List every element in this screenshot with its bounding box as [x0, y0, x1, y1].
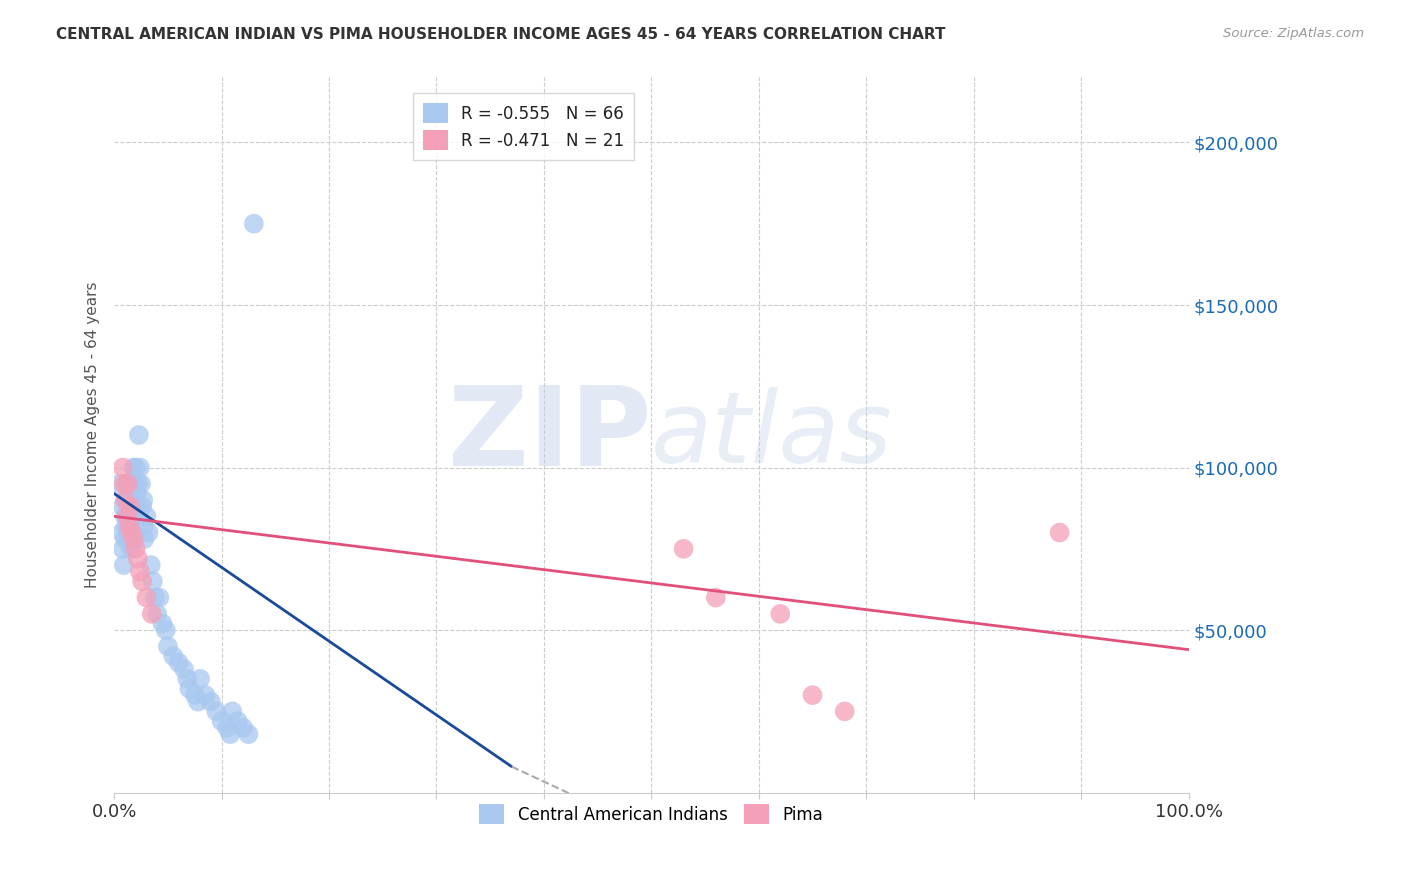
Point	[129, 476, 152, 491]
Point	[156, 640, 179, 654]
Point	[117, 500, 139, 514]
Point	[834, 705, 856, 719]
Point	[672, 541, 695, 556]
Point	[122, 509, 145, 524]
Point	[112, 476, 135, 491]
Point	[132, 493, 155, 508]
Point	[200, 695, 222, 709]
Point	[226, 714, 249, 728]
Text: atlas: atlas	[651, 386, 893, 483]
Point	[120, 500, 142, 514]
Y-axis label: Householder Income Ages 45 - 64 years: Householder Income Ages 45 - 64 years	[86, 282, 100, 589]
Point	[118, 486, 141, 500]
Point	[769, 607, 792, 621]
Point	[146, 607, 169, 621]
Text: Source: ZipAtlas.com: Source: ZipAtlas.com	[1223, 27, 1364, 40]
Point	[120, 541, 142, 556]
Point	[143, 591, 166, 605]
Point	[115, 509, 138, 524]
Point	[215, 721, 238, 735]
Point	[704, 591, 727, 605]
Point	[111, 460, 134, 475]
Point	[1049, 525, 1071, 540]
Point	[120, 500, 142, 514]
Point	[122, 532, 145, 546]
Point	[148, 591, 170, 605]
Point	[117, 525, 139, 540]
Point	[118, 532, 141, 546]
Point	[122, 460, 145, 475]
Point	[124, 500, 146, 514]
Point	[232, 721, 254, 735]
Point	[120, 506, 142, 520]
Point	[111, 525, 134, 540]
Point	[221, 705, 243, 719]
Point	[129, 565, 152, 579]
Point	[127, 476, 149, 491]
Point	[138, 525, 160, 540]
Point	[129, 460, 152, 475]
Point	[142, 574, 165, 589]
Point	[127, 551, 149, 566]
Point	[115, 493, 138, 508]
Point	[114, 532, 136, 546]
Point	[131, 574, 153, 589]
Point	[117, 476, 139, 491]
Point	[131, 500, 153, 514]
Point	[111, 541, 134, 556]
Text: ZIP: ZIP	[449, 382, 651, 489]
Point	[179, 681, 201, 696]
Point	[124, 476, 146, 491]
Point	[114, 493, 136, 508]
Point	[112, 558, 135, 573]
Point	[176, 672, 198, 686]
Point	[173, 662, 195, 676]
Point	[194, 688, 217, 702]
Point	[128, 428, 150, 442]
Point	[134, 519, 156, 533]
Point	[135, 509, 157, 524]
Point	[134, 532, 156, 546]
Point	[188, 672, 211, 686]
Point	[111, 500, 134, 514]
Point	[118, 519, 141, 533]
Point	[124, 532, 146, 546]
Point	[127, 509, 149, 524]
Point	[238, 727, 260, 741]
Point	[167, 656, 190, 670]
Point	[219, 727, 242, 741]
Point	[205, 705, 228, 719]
Point	[152, 616, 174, 631]
Point	[125, 486, 148, 500]
Point	[115, 509, 138, 524]
Point	[124, 541, 146, 556]
Point	[155, 623, 177, 637]
Point	[114, 509, 136, 524]
Point	[184, 688, 207, 702]
Point	[801, 688, 824, 702]
Point	[121, 493, 143, 508]
Point	[243, 217, 266, 231]
Point	[211, 714, 233, 728]
Point	[162, 649, 184, 664]
Point	[139, 558, 162, 573]
Point	[108, 476, 131, 491]
Point	[124, 460, 146, 475]
Point	[120, 525, 142, 540]
Point	[115, 519, 138, 533]
Point	[135, 591, 157, 605]
Point	[141, 607, 163, 621]
Text: CENTRAL AMERICAN INDIAN VS PIMA HOUSEHOLDER INCOME AGES 45 - 64 YEARS CORRELATIO: CENTRAL AMERICAN INDIAN VS PIMA HOUSEHOL…	[56, 27, 946, 42]
Point	[120, 519, 142, 533]
Point	[187, 695, 209, 709]
Point	[115, 476, 138, 491]
Point	[121, 525, 143, 540]
Legend: Central American Indians, Pima: Central American Indians, Pima	[470, 794, 834, 834]
